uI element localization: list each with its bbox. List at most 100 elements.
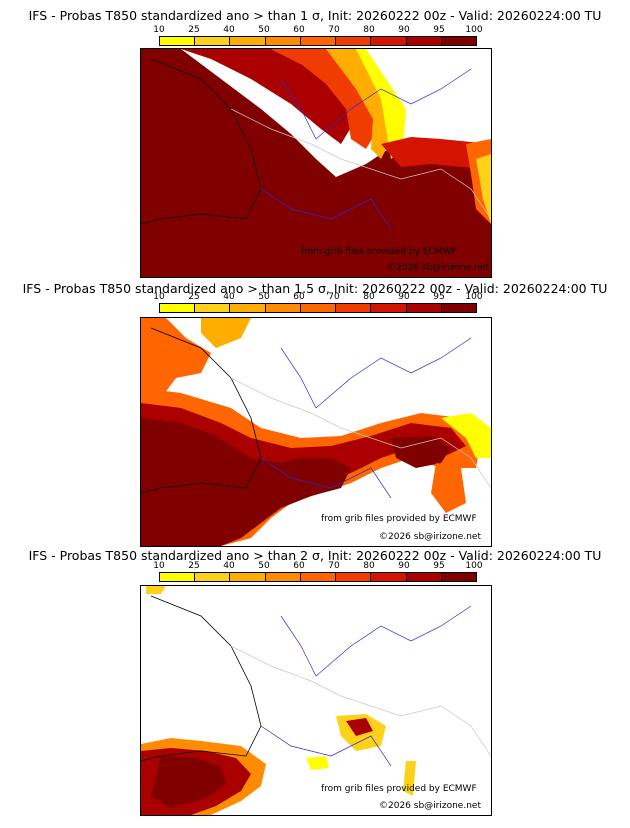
tick-label: 10 — [153, 25, 165, 35]
colorbar-swatch — [441, 304, 476, 312]
colorbar-labels: 10 25 40 50 60 70 80 90 95 100 — [144, 561, 494, 573]
panel-1-title: IFS - Probas T850 standardized ano > tha… — [28, 8, 602, 23]
tick-label: 25 — [188, 292, 200, 302]
tick-label: 70 — [328, 292, 340, 302]
prob-area — [141, 418, 351, 546]
colorbar-swatch — [195, 37, 231, 45]
colorbar-swatch — [195, 304, 231, 312]
colorbar-swatch — [265, 573, 301, 581]
colorbar-swatch — [300, 573, 337, 581]
credit-text: from grib files provided by ECMWF — [321, 514, 477, 524]
river — [260, 188, 392, 230]
tick-label: 90 — [398, 561, 410, 571]
tick-label: 100 — [465, 25, 483, 35]
copyright-text: ©2026 sb@irizone.net — [379, 801, 481, 811]
river — [280, 337, 472, 409]
prob-area — [381, 137, 491, 169]
tick-label: 80 — [363, 292, 375, 302]
map-2: from grib files provided by ECMWF ©2026 … — [140, 317, 492, 547]
tick-label: 50 — [258, 25, 270, 35]
copyright-text: ©2026 sb@irizone.net — [387, 263, 489, 273]
tick-label: 40 — [223, 25, 235, 35]
tick-label: 100 — [465, 561, 483, 571]
colorbar-swatch — [160, 573, 196, 581]
river — [260, 725, 392, 767]
tick-label: 95 — [433, 25, 445, 35]
colorbar — [159, 572, 477, 582]
prob-area — [476, 154, 491, 224]
colorbar-labels: 10 25 40 50 60 70 80 90 95 100 — [144, 25, 494, 37]
prob-area — [346, 718, 373, 736]
prob-area — [151, 756, 226, 808]
tick-label: 25 — [188, 561, 200, 571]
tick-label: 60 — [293, 25, 305, 35]
probability-map-2 — [141, 318, 491, 546]
tick-label: 70 — [328, 561, 340, 571]
colorbar-labels: 10 25 40 50 60 70 80 90 95 100 — [144, 292, 494, 304]
map-3: from grib files provided by ECMWF ©2026 … — [140, 585, 492, 816]
tick-label: 60 — [293, 292, 305, 302]
colorbar-swatch — [300, 304, 337, 312]
colorbar-swatch — [441, 573, 476, 581]
colorbar-swatch — [230, 573, 266, 581]
coastline — [141, 595, 262, 762]
credit-text: from grib files provided by ECMWF — [321, 784, 477, 794]
tick-label: 50 — [258, 561, 270, 571]
colorbar-swatch — [300, 37, 337, 45]
colorbar-swatch — [265, 37, 301, 45]
colorbar — [159, 36, 477, 46]
panel-2-title: IFS - Probas T850 standardized ano > tha… — [22, 281, 608, 296]
tick-label: 95 — [433, 292, 445, 302]
tick-label: 40 — [223, 561, 235, 571]
prob-area — [146, 586, 166, 594]
river — [280, 68, 472, 140]
map-1: from grib files provided by ECMWF ©2026 … — [140, 48, 492, 278]
colorbar-swatch — [160, 304, 196, 312]
colorbar-swatch — [195, 573, 231, 581]
colorbar — [159, 303, 477, 313]
colorbar-swatch — [336, 573, 372, 581]
prob-area — [403, 761, 416, 796]
tick-label: 95 — [433, 561, 445, 571]
colorbar-swatch — [371, 573, 407, 581]
tick-label: 80 — [363, 561, 375, 571]
colorbar-swatch — [406, 573, 442, 581]
tick-label: 25 — [188, 25, 200, 35]
prob-area — [441, 413, 491, 458]
colorbar-swatch — [441, 37, 476, 45]
prob-area — [201, 318, 251, 348]
tick-label: 60 — [293, 561, 305, 571]
tick-label: 90 — [398, 292, 410, 302]
tick-label: 10 — [153, 561, 165, 571]
credit-text: from grib files provided by ECMWF — [301, 247, 457, 257]
border — [230, 377, 491, 489]
tick-label: 100 — [465, 292, 483, 302]
colorbar-swatch — [406, 37, 442, 45]
colorbar-swatch — [230, 37, 266, 45]
prob-area — [141, 318, 211, 403]
tick-label: 10 — [153, 292, 165, 302]
copyright-text: ©2026 sb@irizone.net — [379, 532, 481, 542]
panel-3-title: IFS - Probas T850 standardized ano > tha… — [28, 548, 602, 563]
probability-map-3 — [141, 586, 491, 815]
colorbar-swatch — [265, 304, 301, 312]
tick-label: 80 — [363, 25, 375, 35]
colorbar-swatch — [406, 304, 442, 312]
tick-label: 70 — [328, 25, 340, 35]
colorbar-swatch — [371, 304, 407, 312]
river — [260, 457, 392, 499]
prob-area — [431, 463, 466, 513]
tick-label: 40 — [223, 292, 235, 302]
tick-label: 90 — [398, 25, 410, 35]
tick-label: 50 — [258, 292, 270, 302]
colorbar-swatch — [336, 304, 372, 312]
border — [230, 108, 491, 220]
colorbar-swatch — [371, 37, 407, 45]
colorbar-swatch — [160, 37, 196, 45]
probability-map-1 — [141, 49, 491, 277]
prob-area — [326, 49, 391, 159]
prob-area — [306, 756, 329, 770]
border — [230, 645, 491, 757]
river — [280, 605, 472, 677]
prob-area — [356, 49, 406, 159]
